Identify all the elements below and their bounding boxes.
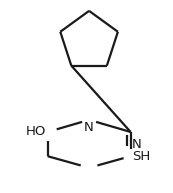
Text: N: N	[84, 121, 94, 134]
Text: SH: SH	[132, 150, 150, 163]
Text: HO: HO	[25, 125, 46, 138]
Text: N: N	[132, 138, 142, 151]
